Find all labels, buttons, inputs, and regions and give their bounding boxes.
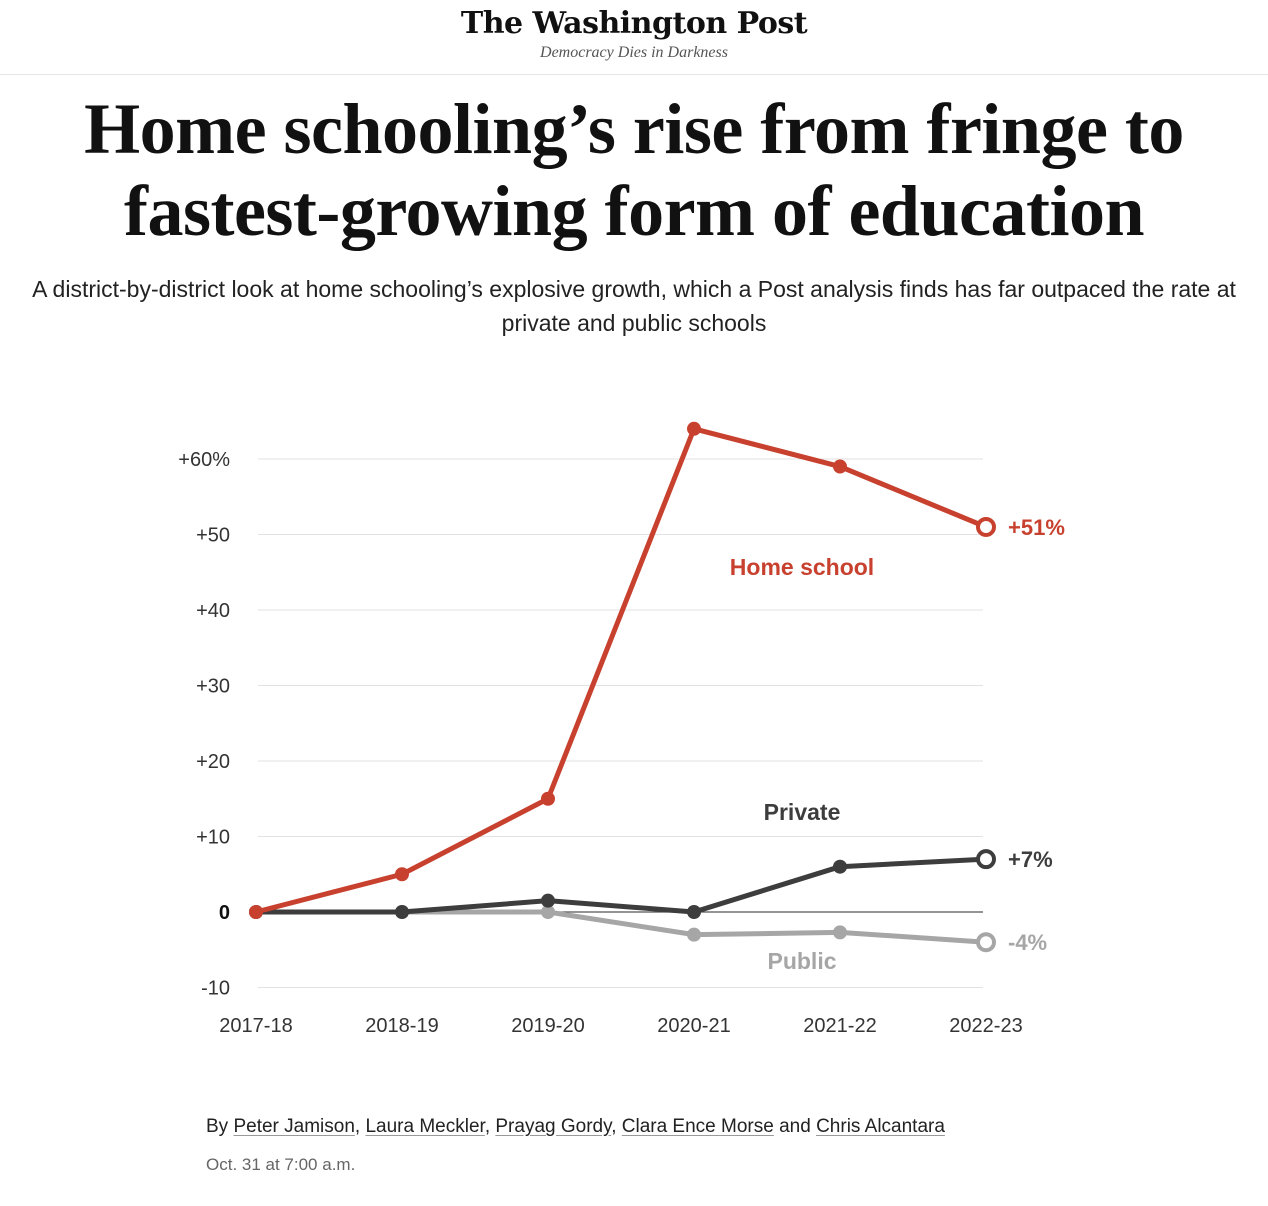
public-series-label: Public — [767, 948, 836, 974]
public-point — [687, 927, 701, 942]
home-school-point — [249, 905, 263, 919]
x-tick-label: 2020-21 — [657, 1015, 730, 1037]
private-point — [395, 905, 409, 919]
public-point — [976, 932, 996, 953]
byline: By Peter Jamison, Laura Meckler, Prayag … — [206, 1116, 945, 1137]
private-point — [976, 849, 996, 870]
public-point — [541, 905, 555, 919]
article-headline: Home schooling’s rise from fringe to fas… — [0, 88, 1268, 252]
headline-line-1: Home schooling’s rise from fringe to — [84, 89, 1184, 169]
y-tick-label: +50 — [196, 525, 230, 547]
private-end-label: +7% — [1008, 847, 1053, 872]
chart-series — [249, 421, 996, 953]
y-tick-label: -10 — [201, 978, 230, 1000]
public-line — [253, 909, 989, 945]
home-school-point — [976, 516, 996, 537]
home-school-point — [395, 867, 409, 882]
y-axis-ticks: +60% +50 +40 +30 +20 +10 0 -10 — [178, 449, 230, 1000]
masthead-tagline: Democracy Dies in Darkness — [540, 44, 728, 61]
private-point — [541, 893, 555, 908]
y-tick-label: +40 — [196, 600, 230, 622]
article-dek: A district-by-district look at home scho… — [32, 276, 1236, 336]
home-school-point — [687, 421, 701, 436]
home-school-series — [249, 421, 996, 919]
home-school-point — [541, 791, 555, 806]
author-link[interactable]: Chris Alcantara — [816, 1116, 945, 1137]
public-point — [833, 925, 847, 940]
y-tick-label: +20 — [196, 751, 230, 773]
x-axis-ticks: 2017-18 2018-19 2019-20 2020-21 2021-22 2022-… — [219, 1015, 1022, 1037]
home-school-series-label: Home school — [730, 554, 874, 580]
y-tick-label: +30 — [196, 676, 230, 698]
enrollment-growth-chart: +60%+50+40+30+20+100-10 2017-18 2018-19 20… — [178, 421, 1065, 1037]
home-school-end-label: +51% — [1008, 515, 1065, 540]
publish-date: Oct. 31 at 7:00 a.m. — [206, 1155, 356, 1174]
washington-post-logo[interactable]: The Washington Post — [460, 6, 808, 41]
y-tick-label: +60% — [178, 449, 230, 471]
author-link[interactable]: Prayag Gordy — [495, 1116, 612, 1137]
home-school-point — [833, 459, 847, 474]
x-tick-label: 2018-19 — [365, 1015, 438, 1037]
author-link[interactable]: Laura Meckler — [365, 1116, 485, 1137]
author-link[interactable]: Clara Ence Morse — [621, 1116, 774, 1137]
private-point — [687, 905, 701, 919]
x-tick-label: 2019-20 — [511, 1015, 584, 1037]
x-tick-label: 2017-18 — [219, 1015, 292, 1037]
private-point — [833, 859, 847, 874]
series-labels: -4% Public +7% Private +51% Home school — [730, 515, 1065, 974]
byline-prefix: By — [206, 1116, 234, 1137]
private-series-label: Private — [764, 799, 841, 825]
x-tick-label: 2021-22 — [803, 1015, 876, 1037]
x-tick-label: 2022-23 — [949, 1015, 1022, 1037]
y-tick-label: +10 — [196, 827, 230, 849]
private-line — [253, 856, 989, 915]
y-tick-label: 0 — [219, 902, 230, 924]
headline-line-2: fastest-growing form of education — [123, 171, 1145, 251]
home-school-line — [253, 426, 989, 915]
masthead: The Washington Post Democracy Dies in Da… — [0, 0, 1268, 75]
public-end-label: -4% — [1008, 930, 1047, 955]
author-link[interactable]: Peter Jamison — [233, 1116, 355, 1137]
